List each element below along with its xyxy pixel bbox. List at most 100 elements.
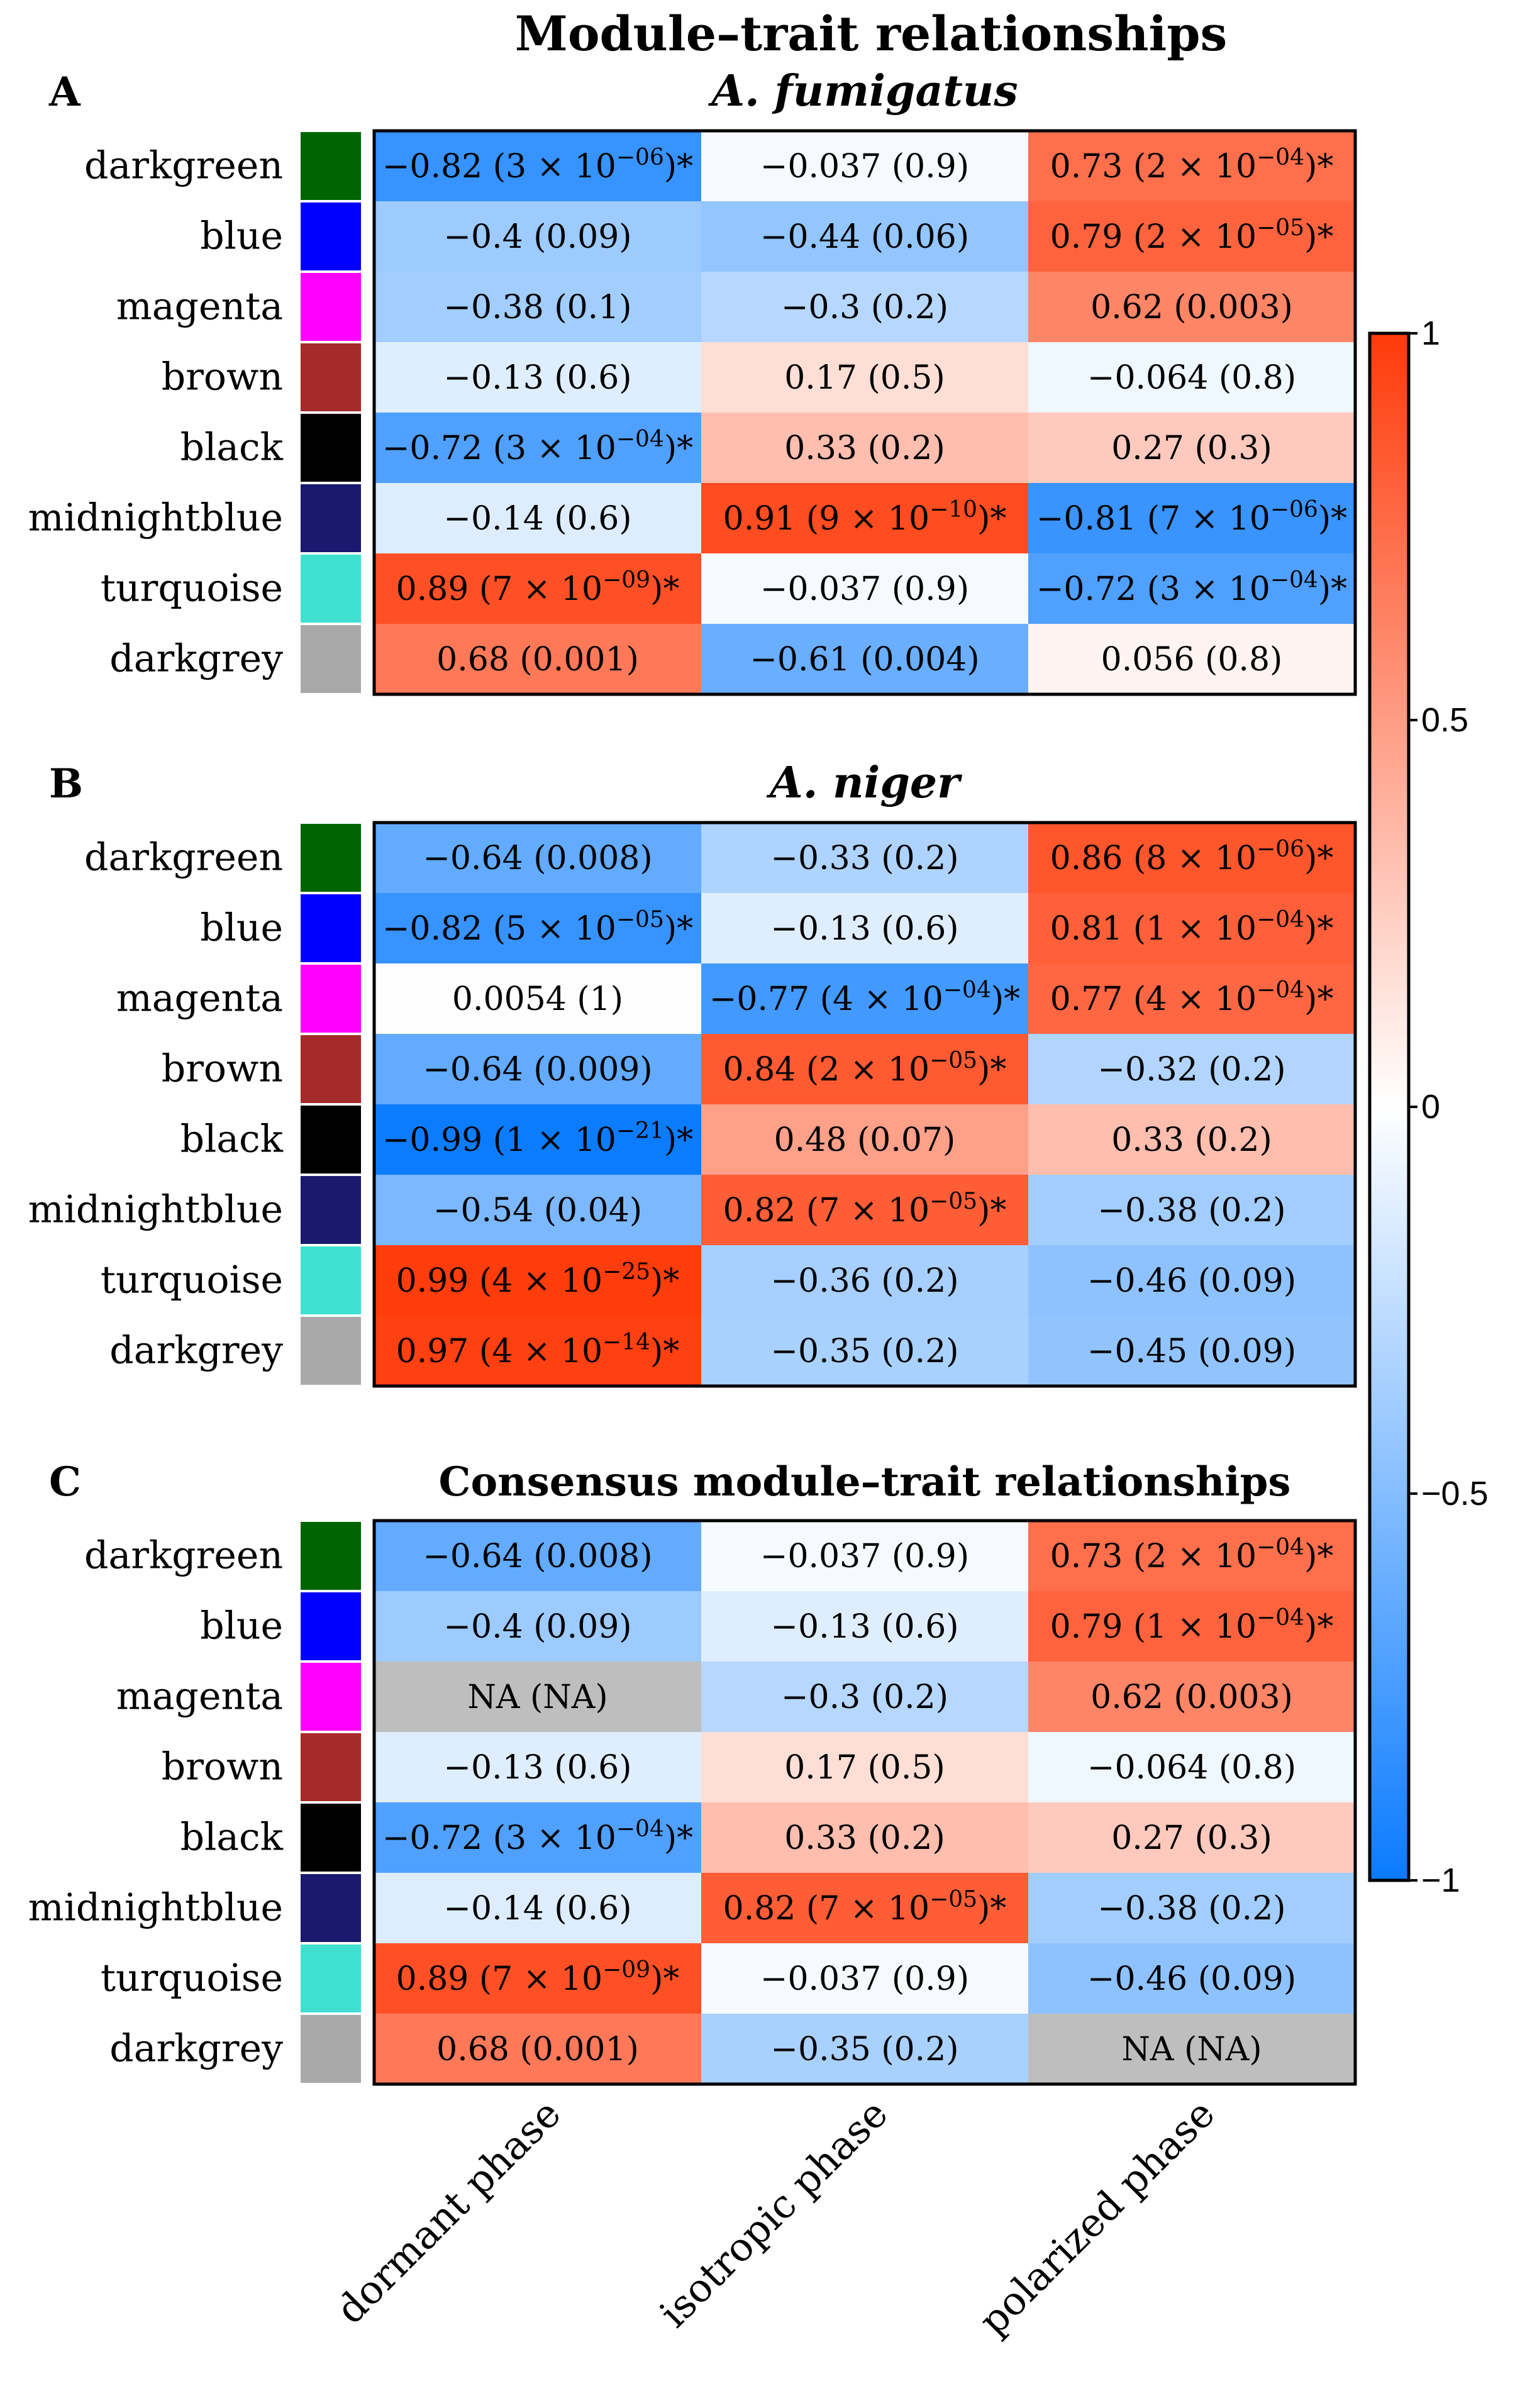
cell-value-text: −0.14 (0.6) [443,1890,631,1928]
heatmap-cell [1028,413,1355,483]
cell-label: 0.99 (4 × 10−25)* [396,1259,680,1300]
cell-label: 0.82 (7 × 10−05)* [723,1887,1007,1928]
cell-exponent: −04 [1256,145,1304,170]
module-color-swatch [301,1522,361,1590]
module-color-swatch [301,1592,361,1660]
heatmap-cell [701,1662,1028,1732]
heatmap-cell [1028,553,1355,624]
cell-label: −0.13 (0.6) [770,1608,958,1646]
cell-label: 0.33 (0.2) [1111,1121,1272,1159]
heatmap-cell [1028,2014,1355,2084]
cell-value-text: 0.62 (0.003) [1090,1678,1293,1716]
cell-value-text: −0.14 (0.6) [443,500,631,538]
cell-label: 0.33 (0.2) [784,430,945,467]
cell-label: −0.037 (0.9) [760,148,969,186]
cell-label: −0.61 (0.004) [750,641,979,679]
cell-suffix: )* [650,570,679,608]
heatmap-cell [701,1943,1028,2014]
heatmap-cell [374,201,701,272]
cell-label: −0.037 (0.9) [760,1538,969,1575]
cell-value-text: −0.13 (0.6) [443,359,631,397]
heatmap-cell [1028,1316,1355,1386]
heatmap-cell [374,1521,701,1591]
cell-suffix: )* [664,148,693,186]
cell-suffix: )* [991,980,1020,1018]
colorbar: 1 0.5 0 −0.5 −1 [1368,314,1489,1899]
panel-letter: C [49,1458,81,1506]
chart-title: Module–trait relationships [515,6,1228,62]
module-label: darkgreen [84,836,283,880]
cell-label: 0.81 (1 × 10−04)* [1050,907,1334,948]
heatmap-cell [374,1873,701,1943]
module-color-swatch [301,1035,361,1103]
cell-value-text: −0.64 (0.008) [423,840,652,877]
module-label: brown [162,1745,283,1789]
cell-label: −0.4 (0.09) [443,218,631,256]
colorbar-tick-label: 0.5 [1421,701,1468,739]
panel-letter: B [49,760,83,807]
cell-value-text: 0.33 (0.2) [1111,1121,1272,1159]
cell-label: −0.38 (0.2) [1097,1192,1285,1229]
cell-label: −0.46 (0.09) [1087,1960,1296,1998]
heatmap-cell [374,1175,701,1245]
cell-label: −0.14 (0.6) [443,1890,631,1928]
heatmap-cell [374,1104,701,1175]
cell-value-text: NA (NA) [467,1678,607,1716]
cell-label: −0.64 (0.008) [423,840,652,877]
heatmap-cell [374,131,701,201]
cell-suffix: )* [1318,570,1347,608]
cell-suffix: )* [1304,910,1333,948]
column-labels: dormant phase isotropic phase polarized ph… [327,2090,1223,2344]
cell-suffix: )* [1304,1608,1333,1646]
cell-value-text: 0.81 (1 × 10 [1050,910,1256,948]
cell-value-text: 0.17 (0.5) [784,359,945,397]
cell-label: −0.81 (7 × 10−06)* [1036,497,1347,538]
cell-label: −0.13 (0.6) [770,910,958,948]
cell-value-text: −0.3 (0.2) [781,1678,948,1716]
cell-value-text: 0.27 (0.3) [1111,430,1272,467]
module-label: black [180,1816,284,1860]
cell-label: 0.17 (0.5) [784,1749,945,1787]
cell-value-text: 0.056 (0.8) [1101,641,1283,679]
heatmap-cell [1028,963,1355,1034]
heatmap-cell [701,963,1028,1034]
heatmap-cell [374,963,701,1034]
cell-label: 0.77 (4 × 10−04)* [1050,977,1334,1018]
cell-value-text: −0.72 (3 × 10 [382,1819,616,1857]
cell-label: −0.77 (4 × 10−04)* [709,977,1020,1018]
heatmap-cell [374,553,701,624]
cell-value-text: −0.33 (0.2) [770,840,958,877]
cell-label: −0.44 (0.06) [760,218,969,256]
cell-label: 0.27 (0.3) [1111,430,1272,467]
cell-label: 0.79 (2 × 10−05)* [1050,215,1334,256]
heatmap-cell [1028,624,1355,694]
cell-value-text: −0.064 (0.8) [1087,1749,1296,1787]
cell-value-text: 0.27 (0.3) [1111,1819,1272,1857]
cell-suffix: )* [977,1890,1006,1928]
heatmap-cell [701,413,1028,483]
cell-label: −0.38 (0.2) [1097,1890,1285,1928]
cell-value-text: 0.82 (7 × 10 [723,1192,929,1229]
heatmap-cell [374,1245,701,1316]
heatmap-cell [374,1591,701,1662]
cell-value-text: 0.17 (0.5) [784,1749,945,1787]
panel-letter: A [48,69,81,116]
cell-label: −0.72 (3 × 10−04)* [382,426,693,467]
colorbar-tick-label: 1 [1421,314,1440,352]
module-label: blue [200,906,283,950]
cell-value-text: −0.037 (0.9) [760,1538,969,1575]
cell-label: 0.68 (0.001) [436,641,639,679]
heatmap-cell [1028,1034,1355,1104]
module-label: magenta [116,977,283,1021]
cell-value-text: −0.64 (0.009) [423,1051,652,1089]
module-color-swatch [301,1804,361,1872]
cell-value-text: −0.037 (0.9) [760,570,969,608]
heatmap-cell [1028,1873,1355,1943]
cell-exponent: −10 [929,497,977,523]
cell-value-text: 0.86 (8 × 10 [1050,840,1256,877]
heatmap-cell [1028,1732,1355,1802]
cell-suffix: )* [1304,148,1333,186]
cell-label: 0.89 (7 × 10−09)* [396,567,680,608]
cell-label: 0.68 (0.001) [436,2031,639,2068]
heatmap-cell [1028,1662,1355,1732]
